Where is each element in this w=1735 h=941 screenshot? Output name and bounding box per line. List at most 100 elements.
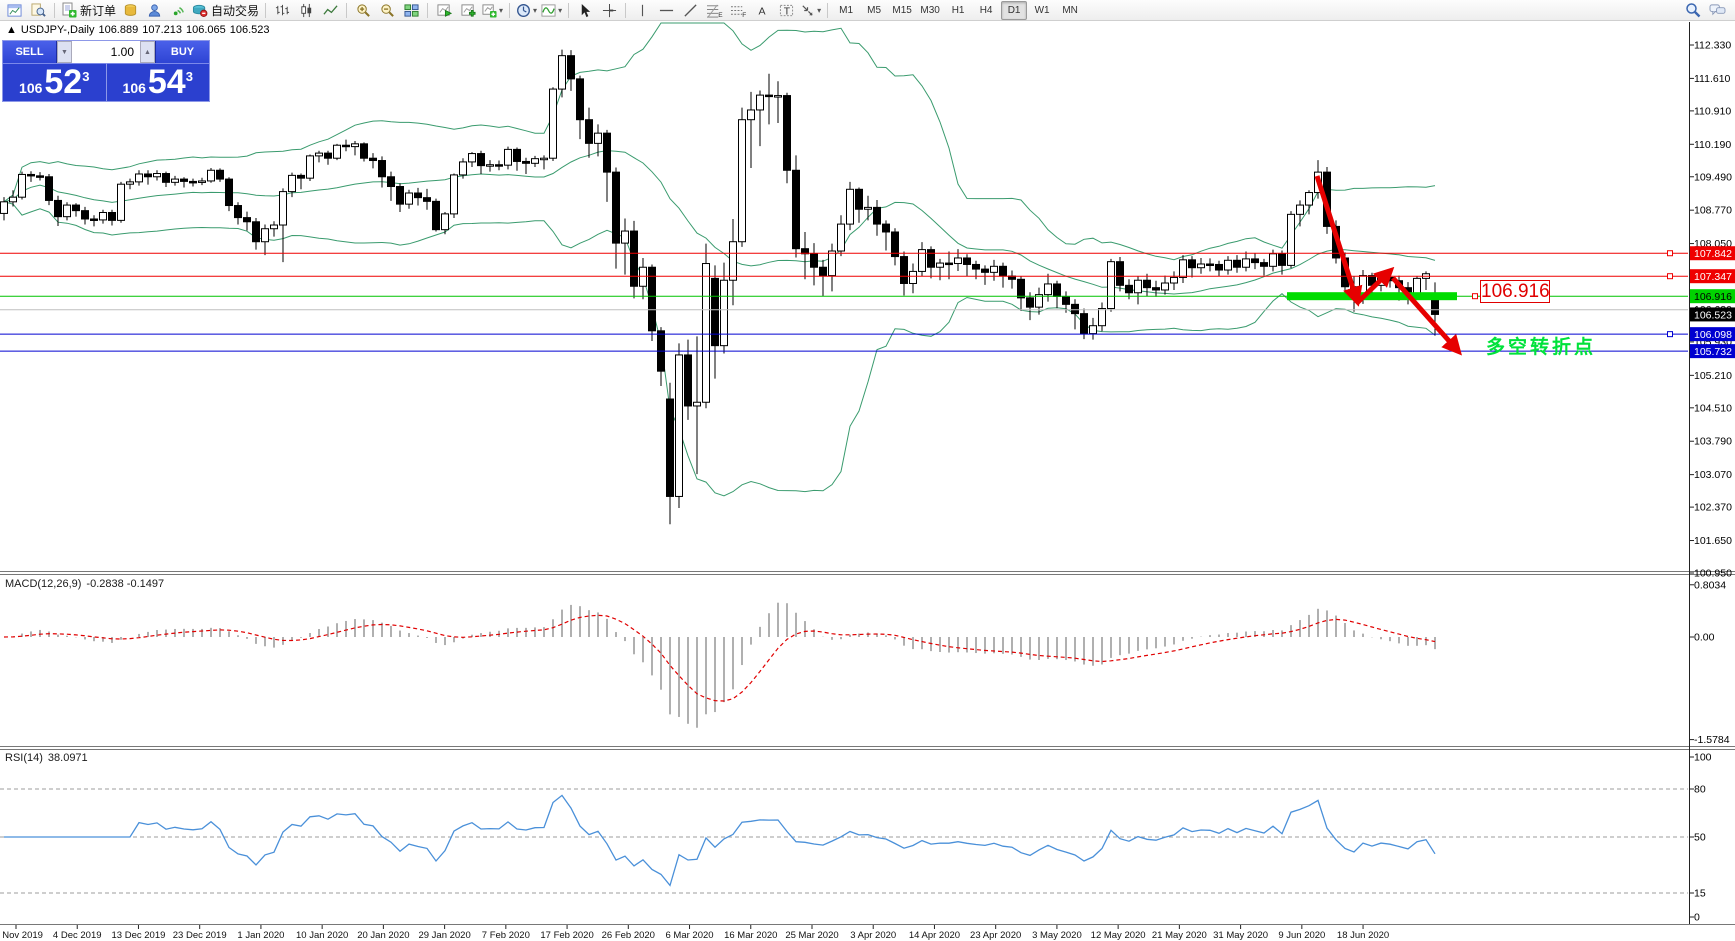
svg-text:104.510: 104.510 [1694,402,1732,414]
crosshair-button[interactable] [597,1,621,19]
line-anchor-marker [1667,273,1673,280]
svg-text:80: 80 [1694,784,1706,796]
text-icon: A [756,3,769,18]
buy-price-big: 54 [147,63,186,101]
fibo-button[interactable]: E [702,1,726,19]
sell-button[interactable]: SELL [3,41,56,63]
main-toolbar: 新订单 自动交易 ▾ ▾ ▾ E F A T ▾ M1 M5 M15 M30 H1 H4 D1 W1 MN [0,0,1735,21]
timeframe-m15-button[interactable]: M15 [892,4,912,16]
svg-text:108.770: 108.770 [1694,205,1732,217]
svg-text:4 Dec 2019: 4 Dec 2019 [53,930,102,941]
svg-text:-1.5784: -1.5784 [1694,734,1730,746]
timeframe-mn-button[interactable]: MN [1062,4,1078,16]
toolbar-separator [265,2,267,18]
trend-arrows[interactable] [1314,175,1462,356]
chart-window-icon [6,3,22,18]
sell-price[interactable]: 106 52 3 [3,63,107,101]
timeframe-m1-button[interactable]: M1 [839,4,854,16]
hline-button[interactable] [654,1,678,19]
line-chart-button[interactable] [318,1,342,19]
svg-text:25 Mar 2020: 25 Mar 2020 [785,930,838,941]
profile-add-icon [461,3,476,18]
shapes-icon [800,3,815,18]
profile-icon [437,3,452,18]
toolbar-separator [509,2,511,18]
svg-text:103.070: 103.070 [1694,469,1732,481]
bollinger-bands [3,22,1436,497]
svg-text:13 Dec 2019: 13 Dec 2019 [112,930,166,941]
line-anchor-marker [1667,250,1673,257]
volume-decrease-button[interactable]: ▼ [57,41,72,63]
template-button[interactable]: ▾ [480,1,505,19]
market-watch-button[interactable] [26,1,50,19]
cursor-button[interactable] [573,1,597,19]
period-button[interactable]: ▾ [514,1,539,19]
svg-text:106.916: 106.916 [1694,291,1732,303]
history-center-icon [123,3,138,18]
dropdown-caret-icon: ▾ [533,5,538,15]
svg-text:105.210: 105.210 [1694,370,1732,382]
price-label-107.842 [1690,246,1735,261]
rsi-pane [0,788,1688,894]
svg-text:0: 0 [1694,912,1700,924]
text-button[interactable]: A [750,1,774,19]
zoom-out-button[interactable] [375,1,399,19]
buy-price[interactable]: 106 54 3 [107,63,210,101]
svg-text:0.8034: 0.8034 [1694,579,1726,591]
turning-point-note[interactable]: 多空转折点 [1486,337,1597,358]
one-click-trading-panel: SELL ▼ ▲ BUY 106 52 3 106 54 3 [2,40,210,102]
publisher-button[interactable] [142,1,166,19]
open-value: 106.889 [98,24,139,36]
signals-button[interactable] [166,1,190,19]
toolbar-separator [346,2,348,18]
timeframe-h4-button[interactable]: H4 [979,4,993,16]
text-label-icon: T [779,3,794,18]
pane-separators [0,22,1735,925]
search-button[interactable] [1681,1,1705,19]
autotrade-button[interactable]: 自动交易 [190,1,261,19]
svg-text:106.098: 106.098 [1694,329,1732,341]
svg-text:0.00: 0.00 [1694,632,1715,644]
new-order-button[interactable]: 新订单 [59,1,118,19]
chart-window-button[interactable] [2,1,26,19]
svg-text:107.347: 107.347 [1694,271,1732,283]
text-label-button[interactable]: T [774,1,798,19]
price-axis: 112.330 111.610 110.910 110.190 109.490 108.7… [1689,40,1735,924]
volume-increase-button[interactable]: ▲ [140,41,155,63]
chat-button[interactable] [1705,1,1729,19]
svg-text:3 May 2020: 3 May 2020 [1032,930,1082,941]
trendline-button[interactable] [678,1,702,19]
history-center-button[interactable] [118,1,142,19]
volume-input[interactable] [72,41,140,63]
new-order-label: 新订单 [80,3,117,18]
timeframe-d1-button[interactable]: D1 [1001,0,1028,20]
zoom-out-icon [380,3,395,18]
timeframe-m30-button[interactable]: M30 [920,4,940,16]
svg-text:6 Mar 2020: 6 Mar 2020 [665,930,713,941]
svg-text:101.650: 101.650 [1694,535,1732,547]
new-order-icon [61,2,77,18]
support-band[interactable] [1287,292,1457,301]
high-value: 107.213 [142,24,182,36]
tile-windows-button[interactable] [399,1,423,19]
price-callout-106916[interactable]: 106.916 [1480,280,1550,303]
ohlc-info-line: ▲ USDJPY-,Daily 106.889 107.213 106.065 106.5… [6,24,274,36]
timeframe-h1-button[interactable]: H1 [951,4,965,16]
profile-button[interactable] [432,1,456,19]
buy-button[interactable]: BUY [156,41,209,63]
profile-add-button[interactable] [456,1,480,19]
fibo-channel-button[interactable]: F [726,1,750,19]
symbol-name: USDJPY-,Daily [20,24,95,36]
indicators-button[interactable]: ▾ [539,1,564,19]
dropdown-caret-icon: ▾ [817,5,822,15]
timeframe-w1-button[interactable]: W1 [1034,4,1050,16]
shapes-button[interactable]: ▾ [798,1,823,19]
rsi-name: RSI(14) [5,752,43,764]
zoom-in-button[interactable] [351,1,375,19]
vline-button[interactable] [630,1,654,19]
svg-text:111.610: 111.610 [1694,73,1731,85]
bars-chart-button[interactable] [270,1,294,19]
timeframe-m5-button[interactable]: M5 [867,4,882,16]
candles-chart-button[interactable] [294,1,318,19]
